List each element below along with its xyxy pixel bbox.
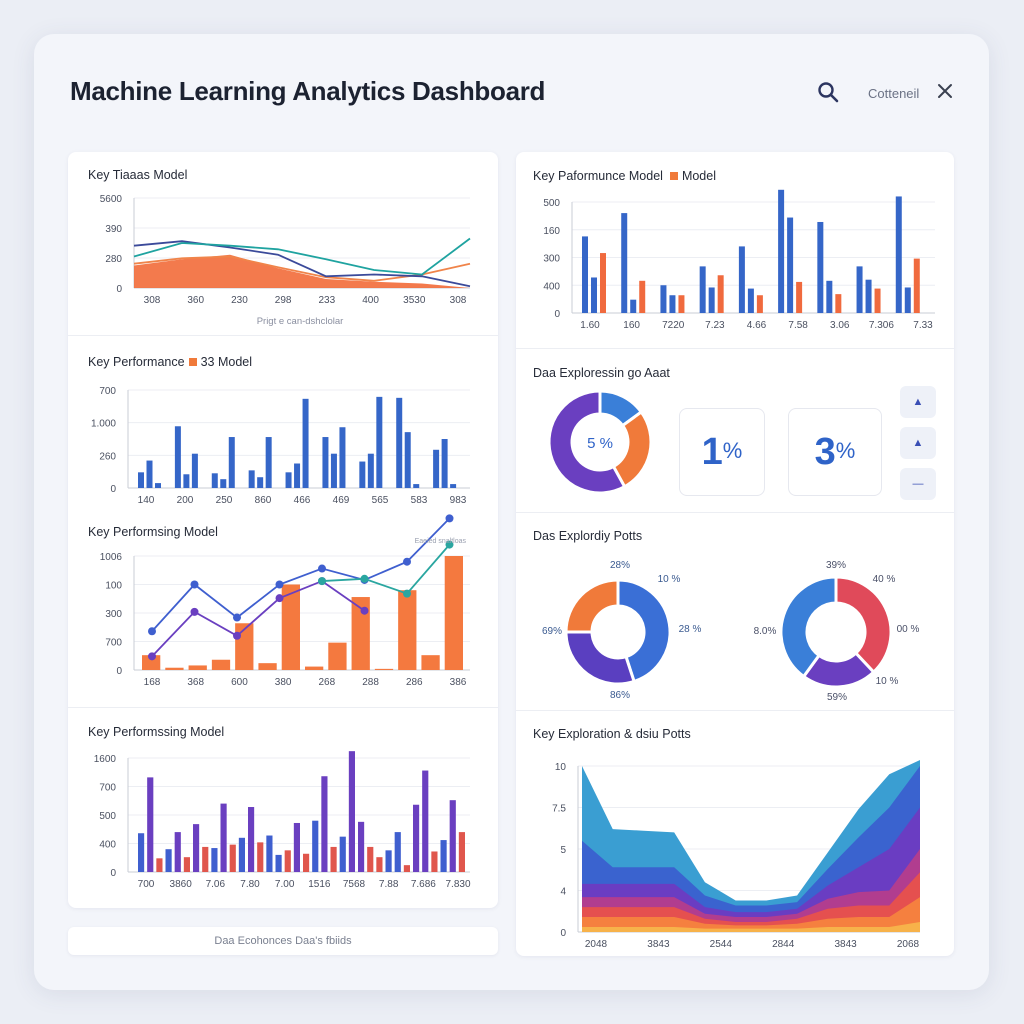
legend-swatch xyxy=(669,172,678,180)
divider xyxy=(68,335,498,336)
kpi-value: 3 xyxy=(814,431,836,473)
close-icon[interactable] xyxy=(934,80,956,102)
kpi-panel-title: Daa Exploressin go Aaat xyxy=(533,366,670,380)
chart-title-perf-bars: Key Performance 33 Model xyxy=(88,355,252,369)
footer-bar[interactable]: Daa Ecohonces Daa's fbiids xyxy=(68,927,498,955)
divider xyxy=(68,707,498,708)
up-arrow-icon[interactable]: ▲ xyxy=(900,386,936,418)
kpi-value: 1 xyxy=(701,431,723,473)
minus-icon[interactable]: — xyxy=(900,468,936,500)
chart-title-model-bars: Key Paformunce Model Model xyxy=(533,169,716,183)
legend-swatch xyxy=(188,358,197,366)
kpi-card-2: 3% xyxy=(788,408,882,496)
legend-label: Model xyxy=(681,169,716,183)
chart-title-combo: Key Performsing Model xyxy=(88,525,218,539)
divider xyxy=(516,512,954,513)
up-arrow-icon[interactable]: ▲ xyxy=(900,427,936,459)
account-menu[interactable]: Cotteneil xyxy=(868,86,920,101)
right-charts-card xyxy=(516,152,954,956)
chart-title-perf-pre: Key Performance xyxy=(88,355,185,369)
chart-title-multi-bars: Key Performssing Model xyxy=(88,725,225,739)
kpi-card-1: 1% xyxy=(679,408,765,496)
search-icon[interactable] xyxy=(816,80,840,104)
page-title: Machine Learning Analytics Dashboard xyxy=(70,76,546,106)
chart-title-trend: Key Tiaaas Model xyxy=(88,168,188,182)
chart-title-donuts: Das Explordiy Potts xyxy=(533,529,643,543)
chart-title-model: Key Paformunce Model xyxy=(533,169,663,183)
divider xyxy=(516,710,954,711)
kpi-unit: % xyxy=(722,438,743,463)
chart-title-perf-post: 33 Model xyxy=(200,355,253,369)
chart-title-stream: Key Exploration & dsiu Potts xyxy=(533,727,691,741)
kpi-unit: % xyxy=(835,438,856,463)
divider xyxy=(516,348,954,349)
